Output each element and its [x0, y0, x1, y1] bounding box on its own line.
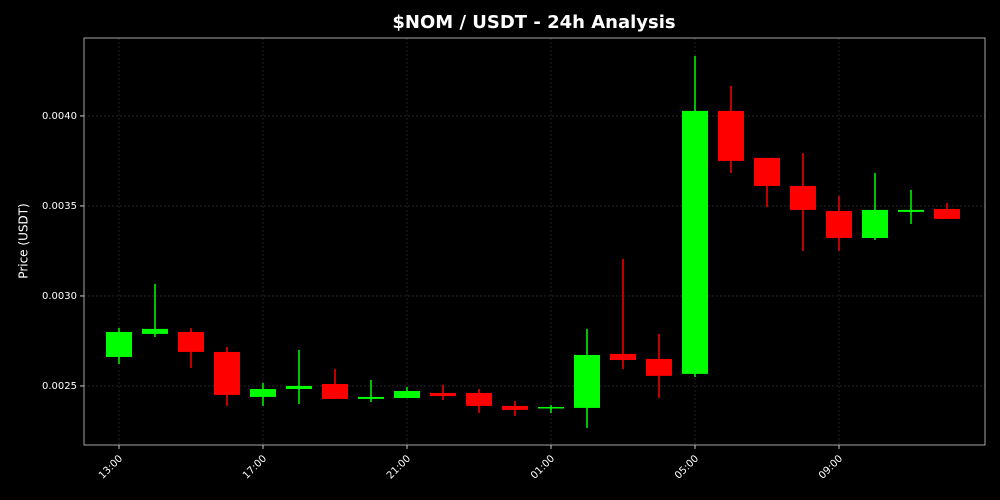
- plot-frame: [83, 37, 986, 446]
- x-tick-label: 13:00: [97, 453, 125, 481]
- candle-body: [934, 209, 960, 219]
- x-tick-label: 05:00: [673, 453, 701, 481]
- y-tick-label: 0.0040: [42, 111, 77, 122]
- y-axis-label: Price (USDT): [17, 203, 31, 278]
- candle-body: [394, 390, 420, 399]
- candle-body: [538, 407, 564, 409]
- candle-body: [286, 385, 312, 390]
- candle-body: [466, 392, 492, 406]
- candle-body: [646, 358, 672, 376]
- candle-body: [106, 331, 132, 357]
- candle-body: [214, 351, 240, 395]
- candle-body: [826, 210, 852, 238]
- x-tick-label: 17:00: [241, 453, 269, 481]
- candle-body: [358, 396, 384, 399]
- candle-body: [250, 389, 276, 397]
- candle-body: [322, 383, 348, 399]
- candle-body: [718, 110, 744, 161]
- candle-body: [178, 331, 204, 352]
- y-tick-label: 0.0030: [42, 291, 77, 302]
- candle-body: [682, 110, 708, 374]
- candle-body: [790, 185, 816, 210]
- candle-body: [610, 353, 636, 361]
- candle-body: [574, 354, 600, 408]
- candle-body: [898, 209, 924, 212]
- y-tick-label: 0.0025: [42, 381, 77, 392]
- candle-body: [142, 328, 168, 334]
- y-tick-label: 0.0035: [42, 201, 77, 212]
- chart-title: $NOM / USDT - 24h Analysis: [392, 12, 675, 33]
- x-tick-label: 09:00: [817, 453, 845, 481]
- candle-body: [502, 405, 528, 410]
- x-tick-label: 01:00: [529, 453, 557, 481]
- candle-body: [430, 392, 456, 397]
- candle-body: [862, 209, 888, 238]
- x-tick-label: 21:00: [385, 453, 413, 481]
- candle-body: [754, 157, 780, 186]
